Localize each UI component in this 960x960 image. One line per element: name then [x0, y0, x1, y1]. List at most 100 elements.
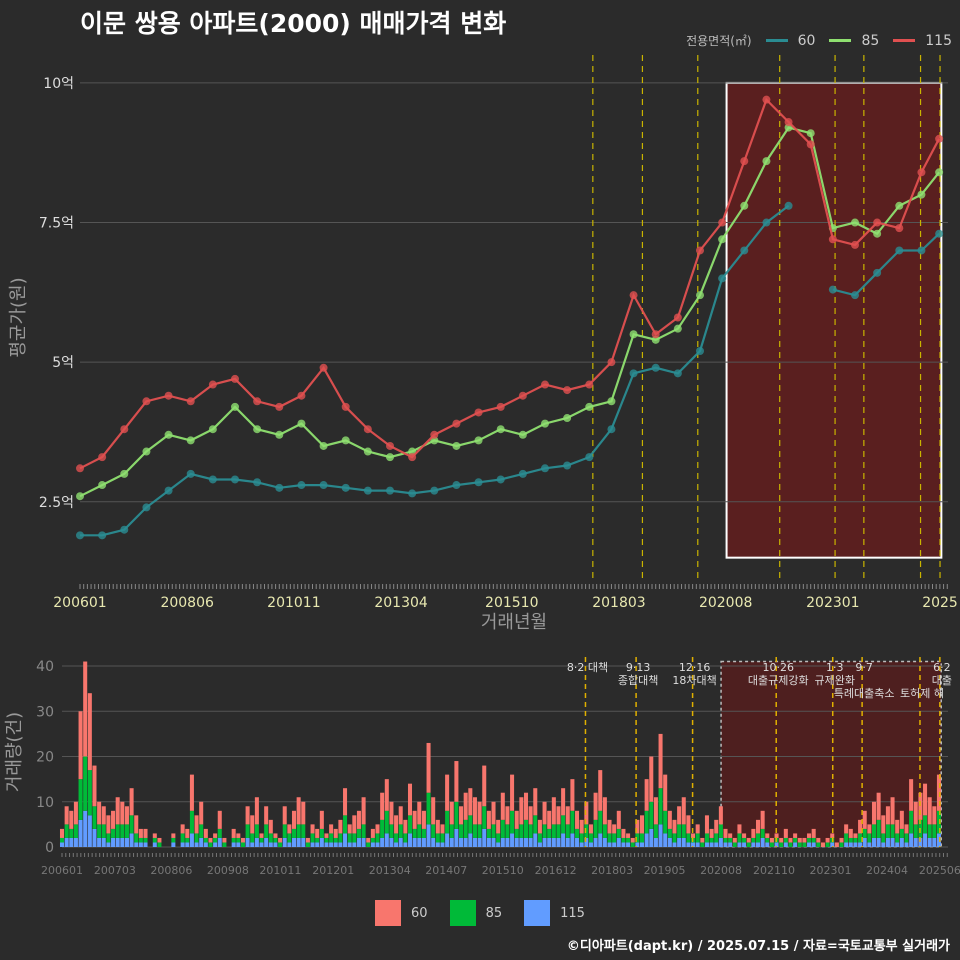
data-point-60	[430, 486, 439, 495]
volume-bar-85	[231, 837, 236, 843]
volume-bar-60	[264, 806, 269, 825]
data-point-115	[518, 391, 527, 400]
volume-bar-115	[505, 837, 510, 847]
volume-bar-60	[250, 815, 255, 834]
volume-bar-60	[375, 824, 380, 834]
volume-bar-60	[677, 806, 682, 825]
volume-bar-85	[329, 833, 334, 843]
volume-bar-60	[816, 837, 821, 843]
volume-bar-60	[885, 806, 890, 825]
data-point-85	[76, 492, 84, 501]
highlight-box	[725, 81, 943, 559]
legend-label-85: 85	[861, 32, 880, 49]
volume-bar-85	[607, 833, 612, 843]
data-point-60	[585, 453, 594, 462]
volume-bar-115	[301, 837, 306, 847]
volume-bar-85	[853, 837, 858, 843]
volume-bar-60	[356, 810, 361, 829]
data-point-115	[120, 425, 129, 434]
volume-bar-60	[913, 801, 918, 825]
volume-bar-85	[347, 833, 352, 843]
data-point-60	[541, 464, 549, 473]
volume-bar-85	[482, 806, 487, 829]
volume-bar-60	[867, 824, 872, 834]
volume-bar-115	[561, 833, 566, 847]
volume-bar-60	[523, 792, 529, 820]
data-point-85	[341, 436, 350, 445]
volume-bar-60	[607, 819, 612, 834]
data-point-85	[386, 453, 394, 462]
volume-bar-60	[667, 810, 672, 829]
x-tick-label: 202008	[699, 595, 752, 611]
data-point-85	[98, 481, 107, 490]
volume-bar-115	[431, 837, 436, 847]
legend-box-115	[524, 900, 551, 926]
data-point-60	[142, 503, 151, 512]
data-point-60	[629, 369, 638, 378]
volume-bar-85	[273, 837, 278, 843]
volume-bar-60	[709, 828, 714, 838]
volume-bar-115	[793, 842, 798, 847]
volume-bar-115	[185, 842, 190, 847]
volume-bar-115	[426, 824, 431, 847]
volume-bar-115	[667, 837, 672, 847]
volume-bar-115	[73, 837, 78, 847]
volume-bar-115	[236, 842, 241, 847]
volume-bar-60	[73, 801, 78, 825]
volume-bar-60	[496, 819, 501, 834]
data-point-60	[363, 486, 372, 495]
volume-bar-85	[435, 833, 440, 843]
volume-bar-85	[208, 842, 213, 847]
data-point-115	[474, 408, 483, 417]
volume-bar-60	[129, 788, 134, 816]
volume-bar-115	[639, 842, 645, 847]
volume-bar-115	[709, 842, 714, 847]
volume-bar-60	[384, 779, 389, 811]
data-point-85	[607, 397, 616, 406]
legend-text-60: 60	[411, 905, 428, 921]
volume-bar-60	[528, 806, 533, 825]
volume-bar-60	[825, 837, 830, 843]
volume-bar-60	[454, 761, 459, 802]
volume-bar-85	[245, 824, 250, 838]
volume-bar-60	[343, 788, 348, 816]
volume-bar-85	[881, 833, 886, 843]
volume-bar-60	[570, 779, 575, 811]
volume-bar-60	[403, 819, 408, 834]
volume-bar-60	[472, 797, 477, 825]
legend-swatch-115	[893, 39, 916, 42]
data-point-115	[319, 363, 328, 372]
volume-x-tick-label: 202404	[866, 864, 908, 877]
x-tick-label: 2025	[922, 595, 958, 611]
volume-y-tick-label: 30	[36, 704, 54, 720]
volume-bar-115	[533, 833, 538, 847]
x-tick-label: 201803	[592, 595, 645, 611]
volume-bar-85	[644, 810, 649, 834]
data-point-85	[186, 436, 195, 445]
volume-bar-85	[463, 819, 468, 838]
volume-bar-115	[347, 842, 352, 847]
volume-bar-115	[537, 842, 542, 847]
volume-bar-85	[649, 801, 654, 829]
volume-bar-60	[217, 810, 222, 829]
volume-bar-60	[282, 806, 287, 825]
volume-bar-85	[630, 842, 635, 847]
volume-bar-115	[101, 837, 106, 847]
volume-bar-60	[927, 797, 932, 825]
volume-bar-60	[811, 828, 816, 838]
volume-bar-85	[486, 828, 491, 838]
volume-bar-115	[612, 842, 617, 847]
volume-bar-85	[802, 842, 807, 847]
data-point-60	[851, 291, 859, 300]
y-tick-label: 5억	[52, 355, 74, 371]
volume-bar-115	[171, 842, 176, 847]
volume-bar-60	[635, 819, 640, 834]
volume-x-tick-label: 202110	[753, 864, 795, 877]
volume-bar-85	[751, 837, 756, 843]
volume-bar-115	[120, 837, 125, 847]
volume-bar-85	[301, 824, 306, 838]
volume-bar-115	[403, 842, 408, 847]
data-point-85	[319, 441, 328, 450]
data-point-115	[607, 358, 616, 367]
volume-bar-85	[890, 824, 895, 838]
